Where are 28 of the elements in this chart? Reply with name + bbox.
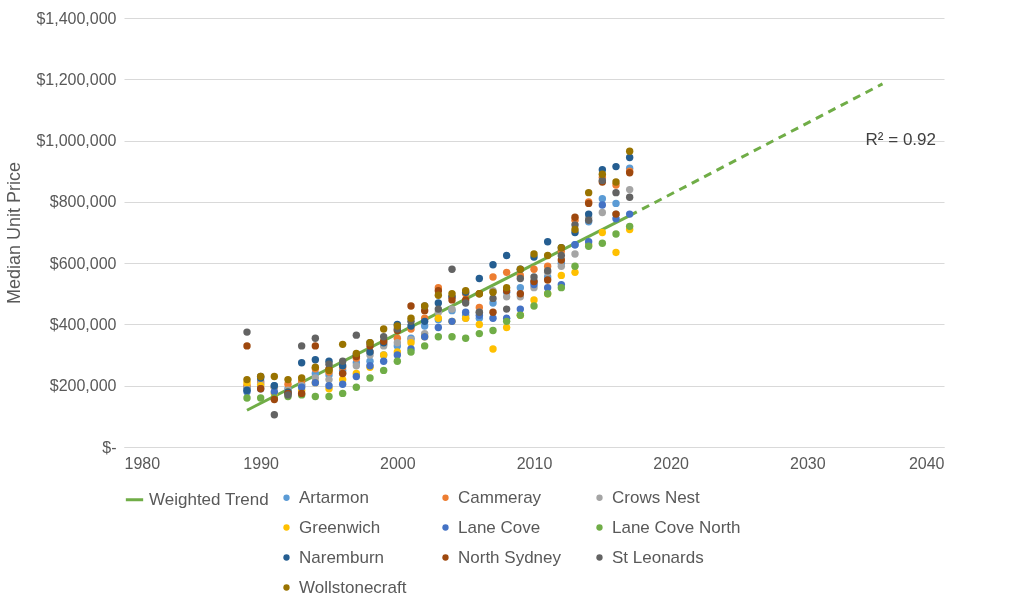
legend-label: St Leonards (612, 547, 704, 567)
legend-label: Crows Nest (612, 487, 701, 507)
y-axis-title: Median Unit Price (4, 161, 25, 305)
y-tick-label: $400,000 (49, 315, 117, 333)
legend-label: Lane Cove (458, 517, 541, 537)
x-tick-label: 1980 (124, 454, 161, 472)
x-tick-label: 2000 (380, 454, 416, 472)
legend-label: Wollstonecraft (299, 577, 407, 597)
legend-label: Lane Cove North (612, 517, 741, 537)
y-tick-label: $1,400,000 (36, 9, 117, 27)
x-tick-label: 2020 (653, 454, 690, 472)
annotation: R² = 0.92 (865, 130, 936, 149)
legend-label: Artarmon (299, 487, 369, 507)
x-tick-label: 1990 (243, 454, 280, 472)
y-tick-label: $600,000 (49, 254, 117, 272)
x-tick-label: 2040 (908, 454, 945, 472)
legend-label: Cammeray (458, 487, 542, 507)
y-tick-label: $800,000 (49, 193, 117, 211)
y-tick-label: $200,000 (49, 377, 117, 395)
legend-label: North Sydney (458, 547, 562, 567)
x-tick-label: 2030 (790, 454, 826, 472)
legend-label: Naremburn (299, 547, 385, 567)
y-tick-label: $1,000,000 (36, 132, 117, 150)
legend-label: Greenwich (299, 517, 381, 537)
y-tick-label: $1,200,000 (36, 70, 117, 88)
legend-label: Weighted Trend (149, 489, 269, 509)
y-tick-label: $- (102, 438, 117, 456)
x-tick-label: 2010 (516, 454, 553, 472)
